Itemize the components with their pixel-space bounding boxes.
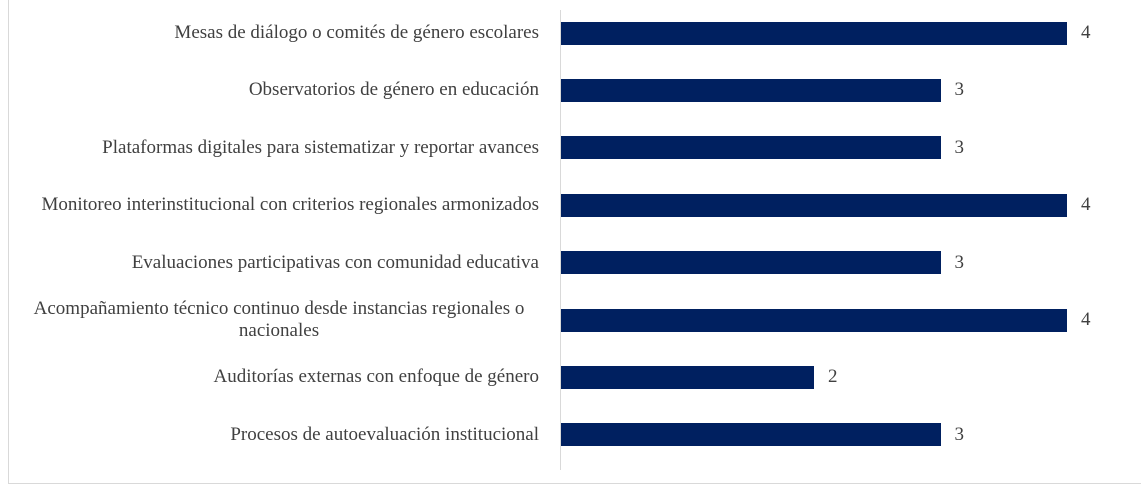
value-label: 4 <box>1081 22 1091 43</box>
category-label: Auditorías externas con enfoque de géner… <box>19 366 539 388</box>
category-text: Monitoreo interinstitucional con criteri… <box>41 194 539 216</box>
bar <box>561 193 1067 217</box>
value-label: 3 <box>954 79 965 101</box>
category-text: Procesos de autoevaluación institucional <box>230 423 539 445</box>
value-label: 3 <box>954 136 965 158</box>
category-text: Evaluaciones participativas con comunida… <box>131 251 539 273</box>
category-label: Mesas de diálogo o comités de género esc… <box>19 22 539 44</box>
category-text: Observatorios de género en educación <box>248 79 539 101</box>
category-label: Plataformas digitales para sistematizar … <box>19 137 539 159</box>
category-label: Evaluaciones participativas con comunida… <box>19 252 539 274</box>
bar <box>561 21 1067 45</box>
bar <box>561 78 941 102</box>
category-text: Auditorías externas con enfoque de géner… <box>213 366 539 388</box>
category-label: Procesos de autoevaluación institucional <box>19 424 539 446</box>
category-label: Observatorios de género en educación <box>19 79 539 101</box>
bar <box>561 251 941 275</box>
category-text: Mesas de diálogo o comités de género esc… <box>174 22 539 43</box>
category-text: Acompañamiento técnico continuo desde in… <box>33 298 525 341</box>
bar <box>561 308 1067 332</box>
value-label: 3 <box>954 423 965 445</box>
chart: Mesas de diálogo o comités de género esc… <box>8 0 1141 484</box>
value-label: 4 <box>1081 194 1091 216</box>
bar <box>561 365 814 389</box>
bar <box>561 136 941 160</box>
category-text: Plataformas digitales para sistematizar … <box>102 136 539 158</box>
value-label: 2 <box>828 366 838 388</box>
category-label: Acompañamiento técnico continuo desde in… <box>19 298 539 342</box>
value-label: 4 <box>1081 309 1091 330</box>
bar <box>561 423 941 447</box>
category-label: Monitoreo interinstitucional con criteri… <box>19 194 539 216</box>
value-label: 3 <box>954 251 965 273</box>
category-axis <box>560 10 561 470</box>
